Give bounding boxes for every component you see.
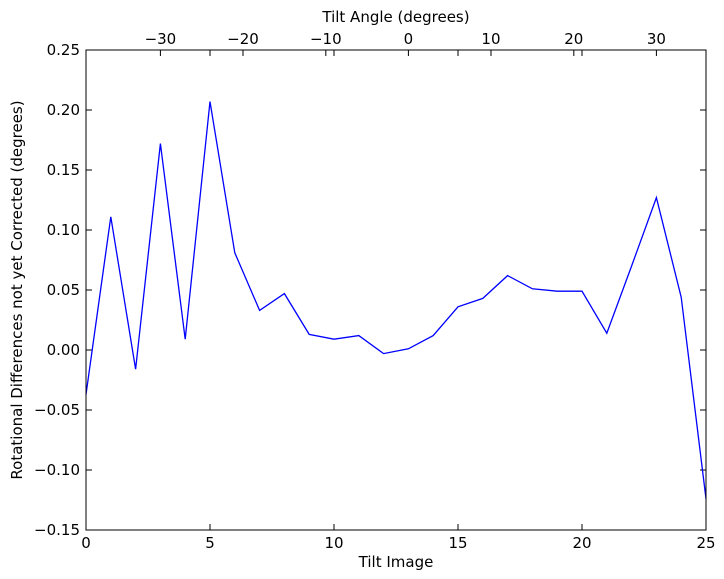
top-x-tick-label: 0 (404, 30, 414, 48)
top-x-tick-label: −20 (227, 30, 259, 48)
x-tick-label: 10 (324, 534, 343, 552)
x-tick-label: 15 (448, 534, 467, 552)
y-tick-label: 0.05 (47, 281, 80, 299)
y-tick-label: −0.15 (34, 521, 80, 539)
x-tick-label: 25 (696, 534, 715, 552)
y-tick-label: 0.20 (47, 101, 80, 119)
x-axis-label: Tilt Image (358, 553, 434, 571)
top-x-tick-label: −10 (310, 30, 342, 48)
top-x-axis-label: Tilt Angle (degrees) (321, 8, 469, 26)
series-line (85, 101, 707, 499)
tick-labels-layer: 0 5 10 15 20 25 −0.15 −0.10 −0.05 0.00 0.05 0.10 0.1… (34, 30, 716, 552)
x-tick-label: 0 (81, 534, 91, 552)
y-tick-label: 0.25 (47, 41, 80, 59)
top-x-tick-label: 30 (647, 30, 666, 48)
y-tick-label: 0.10 (47, 221, 80, 239)
y-tick-label: 0.15 (47, 161, 80, 179)
series-layer (85, 101, 707, 499)
y-tick-label: −0.05 (34, 401, 80, 419)
top-x-tick-label: 20 (564, 30, 583, 48)
x-tick-label: 5 (205, 534, 215, 552)
top-x-tick-label: 10 (481, 30, 500, 48)
y-axis-label: Rotational Differences not yet Corrected… (8, 100, 26, 479)
y-tick-label: −0.10 (34, 461, 80, 479)
plot-area (86, 50, 706, 530)
x-tick-label: 20 (572, 534, 591, 552)
plot-frame (85, 49, 707, 531)
top-x-tick-label: −30 (145, 30, 177, 48)
y-tick-label: 0.00 (47, 341, 80, 359)
